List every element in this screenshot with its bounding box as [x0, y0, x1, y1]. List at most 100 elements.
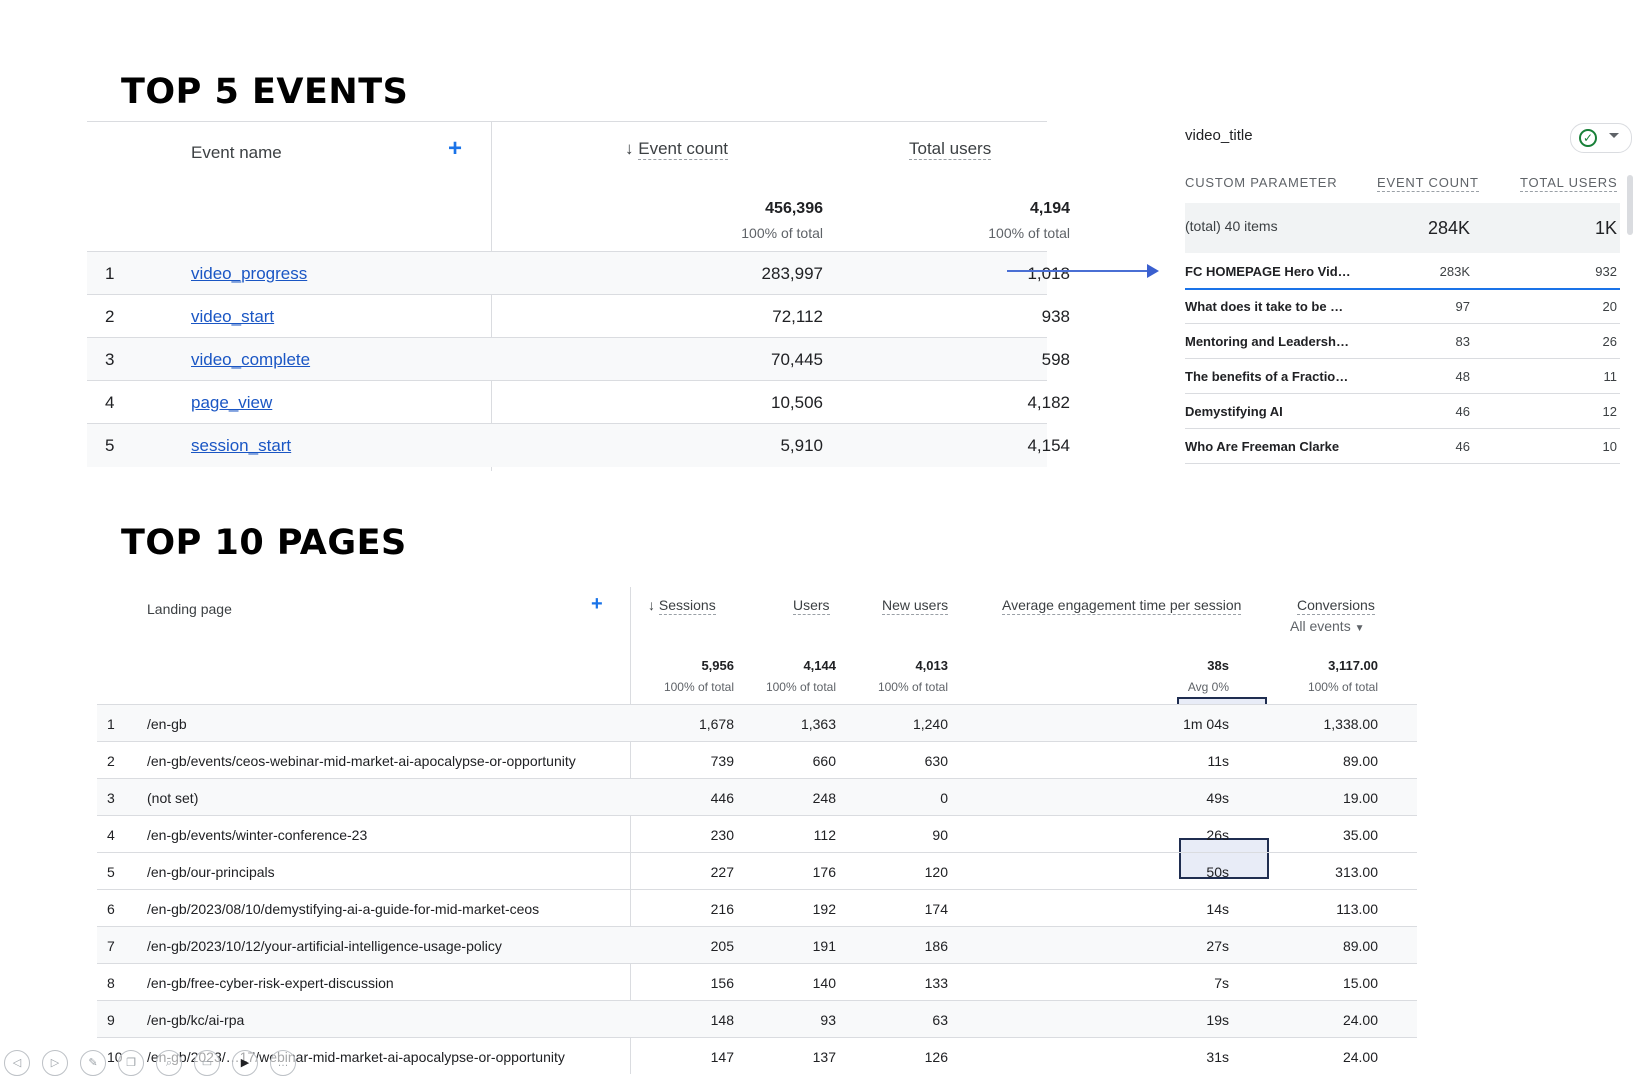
event-name[interactable]: video_start: [191, 307, 274, 327]
page-sessions: 216: [710, 901, 734, 917]
events-table-top-border: [87, 121, 1047, 122]
total-users: 4,144: [803, 658, 836, 673]
next-icon[interactable]: ▷: [42, 1050, 68, 1076]
page-path[interactable]: /en-gb/kc/ai-rpa: [147, 1012, 245, 1028]
new-users-header[interactable]: New users: [882, 597, 949, 615]
users-header-label: Users: [793, 597, 830, 615]
video-count: 97: [1455, 299, 1470, 314]
video-totals-row: (total) 40 items 284K 1K: [1185, 203, 1620, 253]
screen-icon[interactable]: ▭: [194, 1050, 220, 1076]
total-avg-time-pct: Avg 0%: [1187, 680, 1229, 694]
page-new-users: 90: [932, 827, 948, 843]
new-users-header-label: New users: [882, 597, 949, 615]
page-avg-time: 49s: [1206, 790, 1229, 806]
pen-icon[interactable]: ✎: [80, 1050, 106, 1076]
page-rank: 3: [107, 790, 115, 806]
page-row: 1 /en-gb 1,678 1,363 1,240 1m 04s 1,338.…: [97, 704, 1417, 741]
page-path[interactable]: /en-gb/events/ceos-webinar-mid-market-ai…: [147, 753, 576, 769]
event-rank: 3: [105, 350, 115, 369]
video-row[interactable]: Mentoring and Leadersh… 83 26: [1185, 324, 1620, 359]
event-link[interactable]: page_view: [191, 393, 273, 412]
event-name[interactable]: video_complete: [191, 350, 310, 370]
add-dimension-button[interactable]: +: [591, 593, 603, 615]
scrollbar[interactable]: [1627, 175, 1633, 235]
page-path[interactable]: /en-gb/2023/08/10/demystifying-ai-a-guid…: [147, 901, 540, 917]
total-new-users: 4,013: [915, 658, 948, 673]
pages-table: Landing page + ↓ Sessions Users New user…: [97, 587, 1417, 1074]
event-link[interactable]: video_complete: [191, 350, 311, 369]
video-users: 10: [1602, 439, 1617, 454]
total-new-users-pct: 100% of total: [877, 680, 948, 694]
event-count-header[interactable]: EVENT COUNT: [1377, 175, 1479, 192]
avg-engagement-header[interactable]: Average engagement time per session: [1002, 597, 1242, 615]
page-path[interactable]: /en-gb: [147, 716, 187, 732]
previous-icon[interactable]: ◁: [4, 1050, 30, 1076]
video-row[interactable]: Demystifying AI 46 12: [1185, 394, 1620, 429]
conversions-header[interactable]: Conversions: [1297, 597, 1375, 615]
custom-parameter-header[interactable]: CUSTOM PARAMETER: [1185, 175, 1338, 190]
events-table: Event name + ↓ Event count Total users 4…: [87, 121, 1070, 471]
video-users: 12: [1602, 404, 1617, 419]
total-users-pct: 100% of total: [988, 225, 1070, 241]
avg-engagement-header-label: Average engagement time per session: [1002, 597, 1242, 615]
video-name: Mentoring and Leadersh…: [1185, 334, 1349, 349]
page-path[interactable]: /en-gb/2023/10/12/your-artificial-intell…: [147, 938, 502, 954]
event-name[interactable]: video_progress: [191, 264, 307, 284]
video-users: 932: [1595, 264, 1617, 279]
page-users: 112: [813, 827, 836, 843]
event-count: 10,506: [771, 393, 823, 412]
event-count: 5,910: [780, 436, 823, 455]
page-row: 5 /en-gb/our-principals 227 176 120 50s …: [97, 852, 1417, 889]
video-row[interactable]: Who Are Freeman Clarke 46 10: [1185, 429, 1620, 464]
event-rank: 5: [105, 436, 115, 455]
landing-page-header[interactable]: Landing page: [147, 601, 232, 617]
page-avg-time: 50s: [1206, 864, 1229, 880]
events-table-divider: [491, 121, 492, 471]
video-row[interactable]: What does it take to be … 97 20: [1185, 289, 1620, 324]
event-rank: 4: [105, 393, 115, 412]
page-path[interactable]: /en-gb/our-principals: [147, 864, 275, 880]
page-path[interactable]: (not set): [147, 790, 199, 806]
total-sessions: 5,956: [701, 658, 734, 673]
event-link[interactable]: session_start: [191, 436, 292, 455]
event-name[interactable]: page_view: [191, 393, 272, 413]
video-users: 11: [1603, 369, 1618, 384]
users-header[interactable]: Users: [793, 597, 830, 615]
page-users: 192: [812, 901, 836, 917]
total-users-header[interactable]: Total users: [909, 139, 992, 160]
conversions-filter-dropdown[interactable]: All events ▼: [1290, 618, 1365, 634]
page-avg-time: 19s: [1206, 1012, 1229, 1028]
event-name-header[interactable]: Event name: [191, 143, 282, 162]
status-dropdown[interactable]: ✓: [1570, 123, 1632, 153]
event-name[interactable]: session_start: [191, 436, 291, 456]
video-row[interactable]: FC HOMEPAGE Hero Vid… 283K 932: [1185, 254, 1620, 290]
video-name: The benefits of a Fractio…: [1185, 369, 1349, 384]
event-link[interactable]: video_progress: [191, 264, 308, 283]
event-count-header[interactable]: ↓ Event count: [625, 139, 729, 160]
page-sessions: 446: [710, 790, 734, 806]
page-rank: 7: [107, 938, 115, 954]
page-path[interactable]: /en-gb/events/winter-conference-23: [147, 827, 368, 843]
page-sessions: 230: [710, 827, 734, 843]
page-avg-time: 14s: [1206, 901, 1229, 917]
copy-icon[interactable]: ❐: [118, 1050, 144, 1076]
page-conversions: 89.00: [1342, 938, 1378, 954]
total-users-header[interactable]: TOTAL USERS: [1520, 175, 1618, 192]
add-dimension-button[interactable]: +: [448, 135, 463, 162]
page-path[interactable]: /en-gb/free-cyber-risk-expert-discussion: [147, 975, 394, 991]
event-row: 4 page_view 10,506 4,182: [87, 380, 1070, 424]
sessions-header[interactable]: ↓ Sessions: [648, 597, 716, 615]
total-sessions-pct: 100% of total: [663, 680, 734, 694]
video-icon[interactable]: ▶: [232, 1050, 258, 1076]
page-sessions: 739: [710, 753, 734, 769]
more-icon[interactable]: …: [270, 1050, 296, 1076]
video-count: 83: [1455, 334, 1470, 349]
page-new-users: 120: [924, 864, 948, 880]
page-conversions: 89.00: [1342, 753, 1378, 769]
page-conversions: 35.00: [1342, 827, 1378, 843]
page-sessions: 156: [710, 975, 734, 991]
event-link[interactable]: video_start: [191, 307, 275, 326]
zoom-icon[interactable]: ⌕: [156, 1050, 182, 1076]
page-sessions: 227: [710, 864, 734, 880]
video-row[interactable]: The benefits of a Fractio… 48 11: [1185, 359, 1620, 394]
